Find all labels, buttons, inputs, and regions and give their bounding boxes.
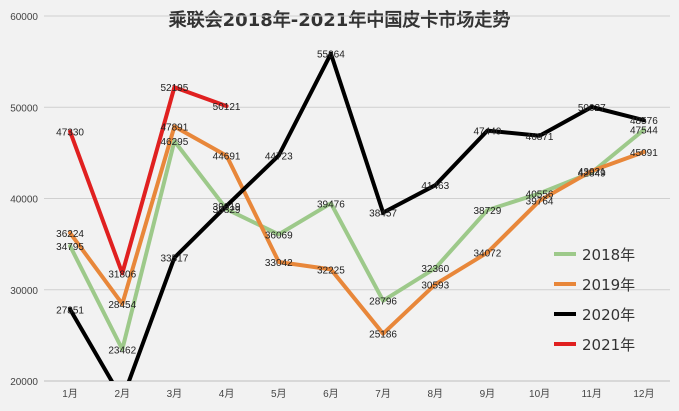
data-label-13: 39019 [213,202,241,213]
data-label-1: 36224 [56,229,84,240]
x-tick-label-4: 5月 [271,388,287,400]
data-label-6: 23462 [108,345,136,356]
data-label-5: 28454 [108,300,136,311]
data-label-24: 41463 [421,181,449,192]
x-tick-label-3: 4月 [219,388,235,400]
data-label-14: 38829 [213,205,241,216]
data-label-16: 36069 [265,230,293,241]
data-label-23: 25186 [369,330,397,341]
data-label-7: 52195 [161,83,189,94]
data-label-28: 38729 [474,206,502,217]
data-label-30: 46871 [526,132,554,143]
y-tick-label-1: 30000 [10,286,38,297]
series-line-1 [68,124,646,336]
series-line-0 [68,127,646,352]
chart-title: 乘联会2018年-2021年中国皮卡市场走势 [168,10,511,31]
data-label-8: 47891 [161,122,189,133]
y-tick-label-0: 20000 [10,377,38,388]
data-label-22: 28796 [369,297,397,308]
data-label-11: 50121 [213,102,241,113]
series-line-3 [68,85,229,276]
data-label-33: 50027 [578,103,606,114]
data-label-9: 46295 [161,137,189,148]
data-label-17: 33042 [265,258,293,269]
data-label-18: 55864 [317,50,345,61]
y-tick-label-2: 40000 [10,195,38,206]
data-label-32: 39764 [526,197,554,208]
y-tick-label-3: 50000 [10,103,38,114]
data-label-0: 47330 [56,128,84,139]
data-label-25: 32360 [421,264,449,275]
x-tick-label-9: 10月 [529,388,550,400]
data-label-2: 34795 [56,242,84,253]
data-label-37: 47544 [630,126,658,137]
y-tick-label-4: 60000 [10,12,38,23]
x-tick-label-6: 7月 [375,388,391,400]
series-lines [68,51,646,381]
data-label-27: 47440 [474,127,502,138]
x-tick-label-7: 8月 [427,388,443,400]
data-label-31: 40556 [526,189,554,200]
data-label-12: 44691 [213,152,241,163]
data-label-4: 31806 [108,269,136,280]
x-tick-label-1: 2月 [114,388,130,400]
legend-label-2: 2020年 [582,306,635,324]
data-label-26: 30593 [421,280,449,291]
data-label-34: 43021 [578,167,606,178]
data-label-36: 48576 [630,116,658,127]
data-label-21: 38457 [369,209,397,220]
data-label-19: 39476 [317,199,345,210]
x-tick-label-10: 11月 [582,388,602,400]
data-label-29: 34072 [474,249,502,260]
x-tick-label-8: 9月 [480,388,496,400]
data-label-10: 33517 [161,254,189,265]
x-tick-label-0: 1月 [62,388,78,400]
data-label-15: 44723 [265,151,293,162]
x-tick-label-11: 12月 [633,388,654,400]
data-label-3: 27851 [56,305,84,316]
data-label-35: 42849 [578,169,606,180]
data-label-38: 45091 [630,148,658,159]
legend-label-0: 2018年 [582,246,635,264]
legend-label-3: 2021年 [582,336,635,354]
data-label-20: 32225 [317,265,345,276]
series-line-2 [68,51,646,381]
legend-label-1: 2019年 [582,276,635,294]
x-tick-label-2: 3月 [167,388,183,400]
x-tick-label-5: 6月 [323,388,339,400]
